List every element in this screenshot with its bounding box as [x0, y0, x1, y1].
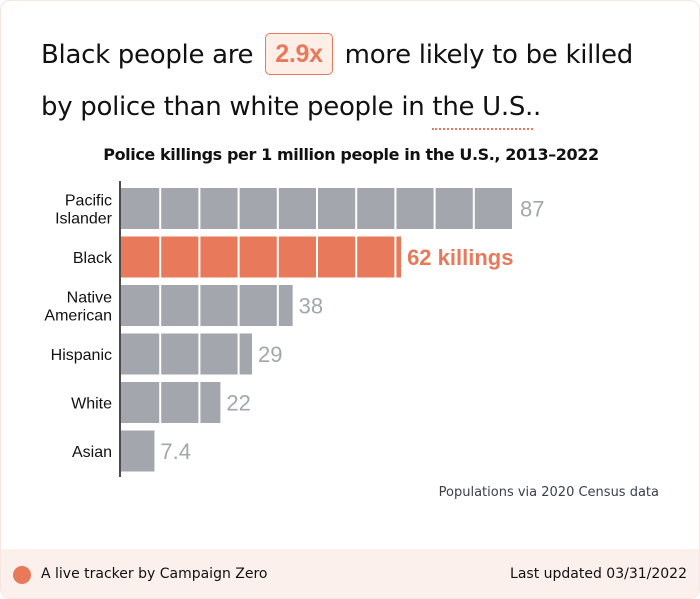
location-selector[interactable]: the U.S.: [432, 92, 533, 130]
category-label: White: [71, 396, 112, 413]
bar-chart: Pacific Islander 87 Black 62 killings Native A…: [44, 181, 544, 477]
bar-group: Black 62 killings: [73, 236, 513, 278]
bar-group: Asian 7.4: [72, 430, 191, 472]
value-label: 22: [226, 391, 250, 416]
value-label: 7.4: [160, 439, 191, 464]
chart-title: Police killings per 1 million people in …: [103, 145, 599, 164]
ratio-badge: 2.9x: [265, 33, 333, 75]
value-label: 87: [520, 197, 544, 222]
category-label: Hispanic: [51, 347, 112, 364]
bar: [121, 236, 402, 278]
bar: [121, 285, 293, 326]
category-label: Native American: [44, 290, 112, 325]
value-label: 62 killings: [407, 245, 513, 270]
bar-group: Hispanic 29: [51, 333, 282, 375]
tracker-credit: A live tracker by Campaign Zero: [41, 566, 268, 582]
category-label: Asian: [72, 444, 112, 461]
category-label: Black: [73, 250, 113, 267]
headline-end: .: [533, 92, 541, 122]
headline-part3: by police than white people in: [41, 92, 425, 122]
bar: [121, 382, 221, 423]
headline: Black people are 2.9x more likely to be …: [41, 29, 661, 133]
source-note: Populations via 2020 Census data: [438, 485, 659, 500]
category-label: Pacific Islander: [55, 193, 113, 228]
value-label: 38: [299, 294, 323, 319]
bar-group: Native American 38: [44, 285, 323, 326]
campaign-zero-logo-icon: [13, 566, 31, 584]
last-updated: Last updated 03/31/2022: [510, 566, 687, 582]
value-label: 29: [258, 342, 282, 367]
headline-part2: more likely to be killed: [344, 40, 634, 70]
bar-group: Pacific Islander 87: [55, 188, 544, 229]
footer: A live tracker by Campaign Zero Last upd…: [1, 549, 699, 598]
bar-group: White 22: [71, 382, 251, 423]
headline-part1: Black people are: [41, 40, 254, 70]
bar: [121, 430, 155, 472]
bar: [121, 333, 252, 375]
